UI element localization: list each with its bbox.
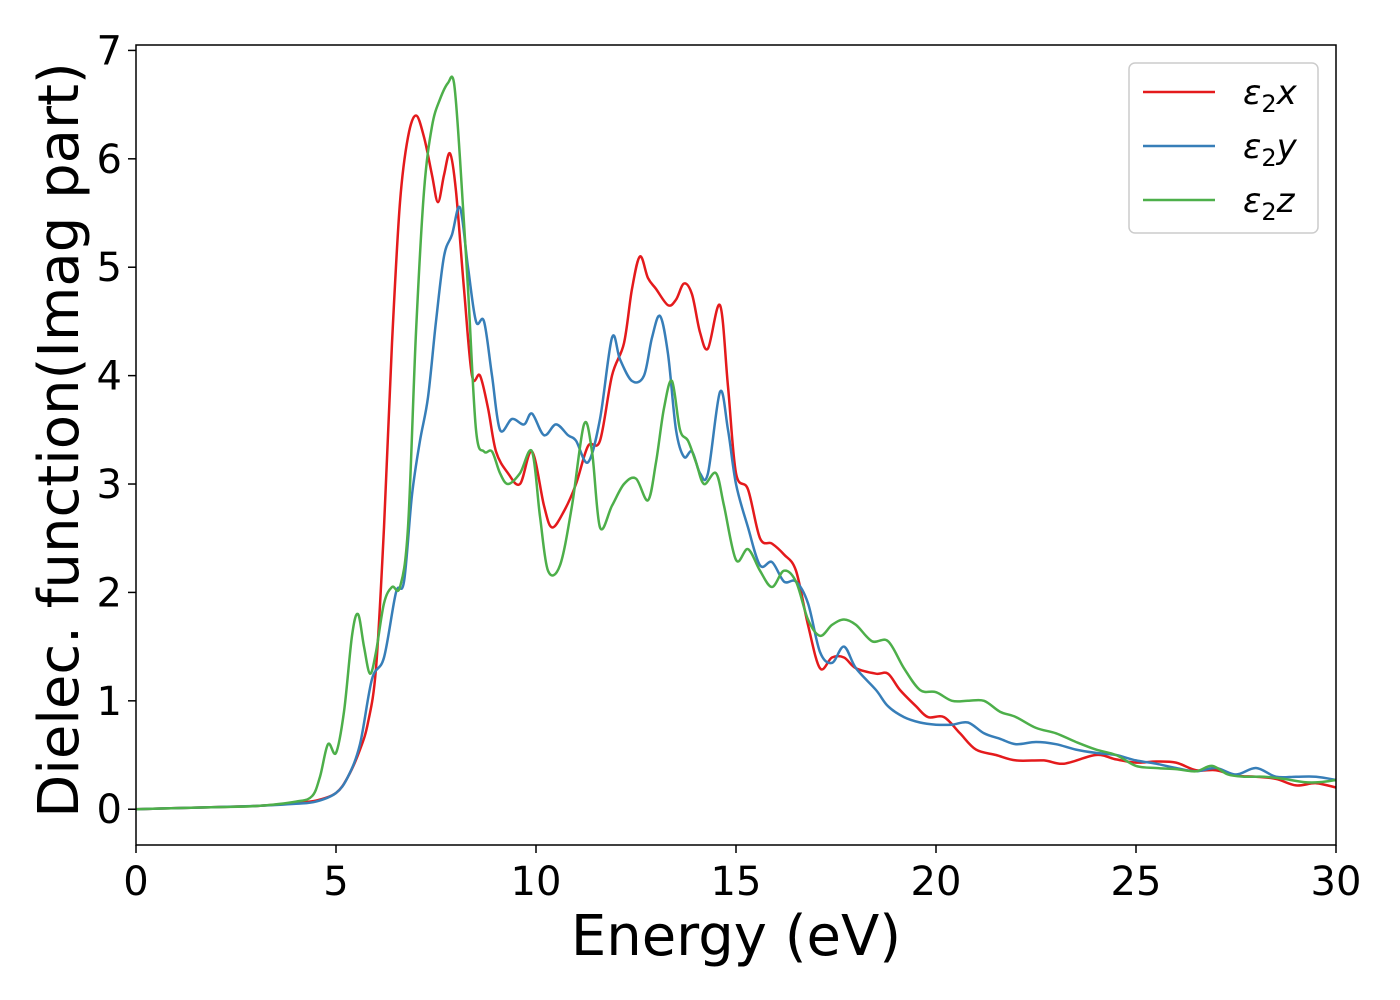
axis-ticks: 0 5 10 15 20 25 30 0 1 2 3 4 5 6 7 — [97, 28, 1362, 905]
series-line-x — [135, 114, 1337, 811]
legend-symbol: ε — [1243, 127, 1261, 167]
x-tick-label: 10 — [511, 859, 562, 905]
legend-symbol: ε — [1243, 181, 1261, 221]
y-tick-label: 3 — [97, 462, 122, 508]
legend-label-x: ε2x — [1243, 73, 1298, 118]
x-tick-label: 15 — [711, 859, 762, 905]
legend-box — [1128, 62, 1319, 234]
y-tick-label: 6 — [97, 137, 122, 183]
legend-variable: z — [1276, 181, 1296, 221]
plot-frame — [135, 44, 1337, 846]
x-tick-label: 25 — [1111, 859, 1162, 905]
legend-label-z: ε2z — [1243, 181, 1296, 226]
y-tick-label: 4 — [97, 354, 122, 400]
x-tick-label: 20 — [911, 859, 962, 905]
y-tick-label: 7 — [97, 28, 122, 74]
legend-label-y: ε2y — [1243, 127, 1298, 172]
y-tick-label: 0 — [97, 787, 122, 833]
series-line-z — [135, 75, 1337, 811]
x-axis-label: Energy (eV) — [571, 904, 901, 969]
y-tick-label: 1 — [97, 679, 122, 725]
legend-symbol: ε — [1243, 73, 1261, 113]
legend-subscript: 2 — [1261, 198, 1276, 226]
x-tick-label: 5 — [323, 859, 348, 905]
legend-variable: x — [1276, 73, 1298, 113]
x-tick-label: 0 — [123, 859, 148, 905]
legend-subscript: 2 — [1261, 90, 1276, 118]
y-tick-label: 5 — [97, 245, 122, 291]
data-lines — [135, 75, 1337, 811]
series-line-y — [135, 205, 1337, 811]
y-axis-label: Dielec. function(Imag part) — [27, 62, 92, 818]
legend-subscript: 2 — [1261, 144, 1276, 172]
legend-variable: y — [1276, 127, 1298, 167]
y-tick-label: 2 — [97, 570, 122, 616]
x-tick-label: 30 — [1311, 859, 1362, 905]
